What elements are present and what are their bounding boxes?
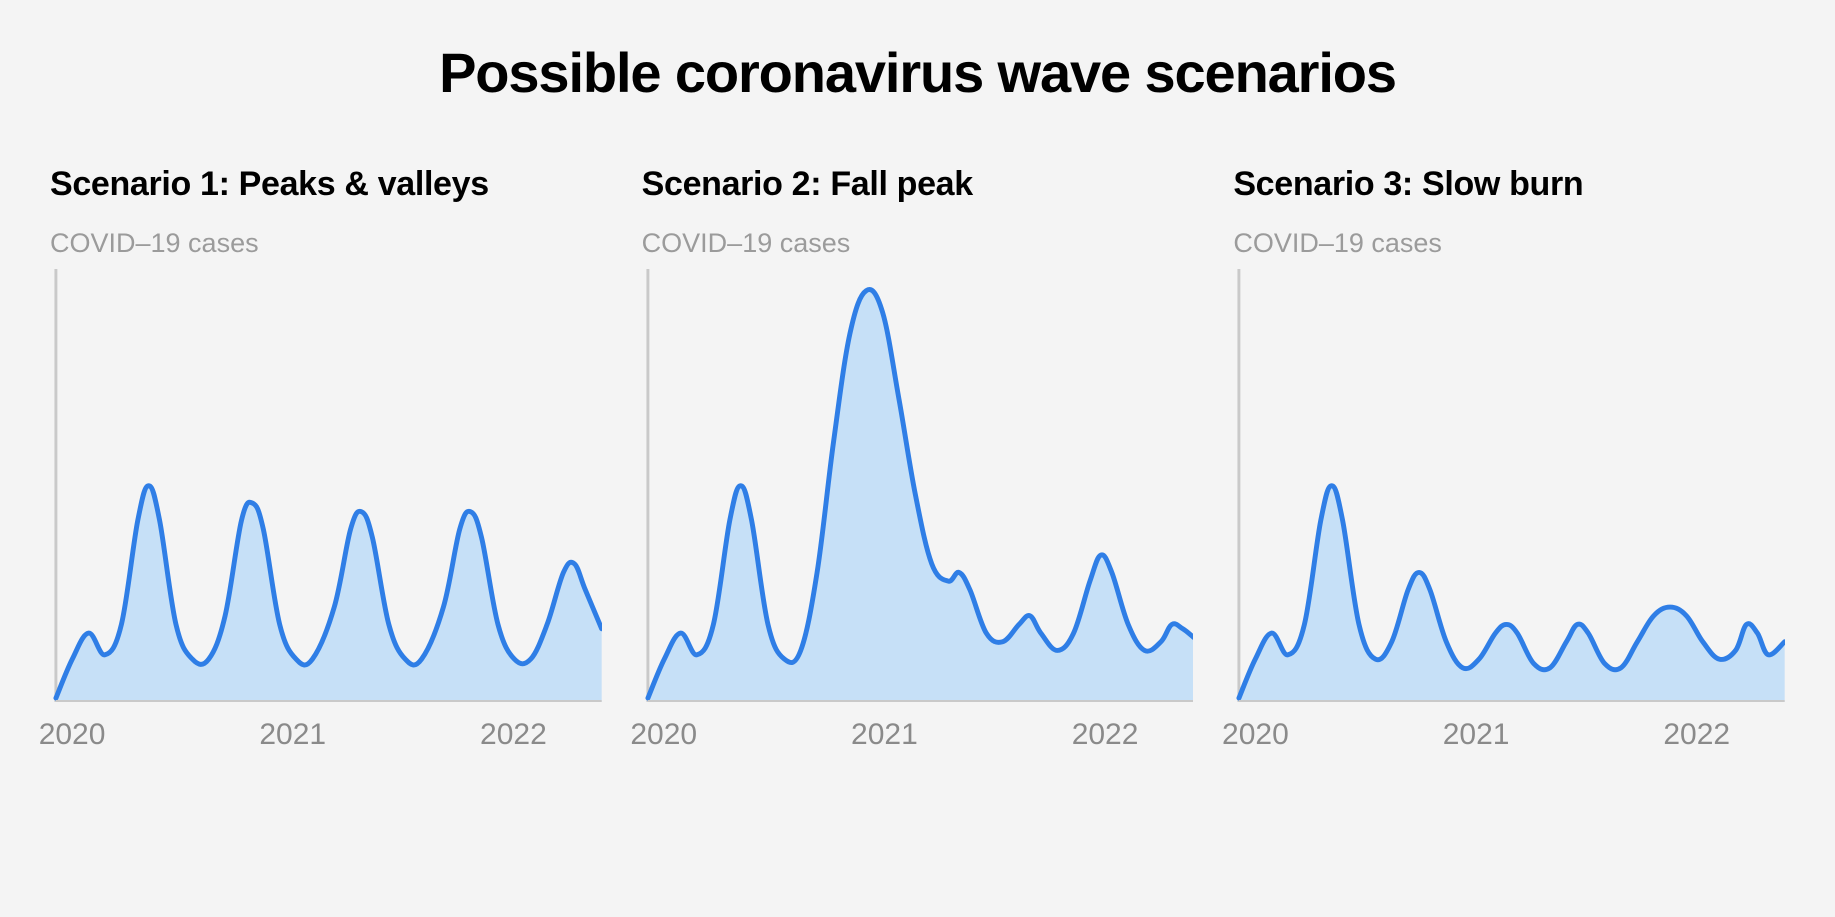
chart-area: 202020212022	[642, 269, 1194, 758]
x-tick-label: 2022	[480, 718, 547, 752]
x-tick-label: 2020	[39, 718, 106, 752]
panel-scenario-3: Scenario 3: Slow burn COVID–19 cases 202…	[1233, 165, 1785, 758]
x-tick-label: 2022	[1072, 718, 1139, 752]
chart-area: 202020212022	[50, 269, 602, 758]
panel-title: Scenario 2: Fall peak	[642, 165, 1194, 204]
panel-title: Scenario 1: Peaks & valleys	[50, 165, 602, 204]
panel-scenario-2: Scenario 2: Fall peak COVID–19 cases 202…	[642, 165, 1194, 758]
main-title: Possible coronavirus wave scenarios	[40, 40, 1795, 105]
x-tick-label: 2020	[1222, 718, 1289, 752]
panels-row: Scenario 1: Peaks & valleys COVID–19 cas…	[40, 165, 1795, 758]
x-tick-label: 2022	[1663, 718, 1730, 752]
y-axis-label: COVID–19 cases	[50, 228, 602, 259]
x-tick-label: 2021	[259, 718, 326, 752]
x-axis-ticks: 202020212022	[1233, 718, 1785, 758]
x-tick-label: 2021	[851, 718, 918, 752]
x-axis-ticks: 202020212022	[50, 718, 602, 758]
y-axis-label: COVID–19 cases	[1233, 228, 1785, 259]
area-chart	[1233, 269, 1785, 702]
infographic-container: Possible coronavirus wave scenarios Scen…	[0, 0, 1835, 917]
panel-scenario-1: Scenario 1: Peaks & valleys COVID–19 cas…	[50, 165, 602, 758]
area-chart	[642, 269, 1194, 702]
y-axis-label: COVID–19 cases	[642, 228, 1194, 259]
x-axis-ticks: 202020212022	[642, 718, 1194, 758]
chart-area: 202020212022	[1233, 269, 1785, 758]
x-tick-label: 2020	[630, 718, 697, 752]
panel-title: Scenario 3: Slow burn	[1233, 165, 1785, 204]
x-tick-label: 2021	[1443, 718, 1510, 752]
area-chart	[50, 269, 602, 702]
